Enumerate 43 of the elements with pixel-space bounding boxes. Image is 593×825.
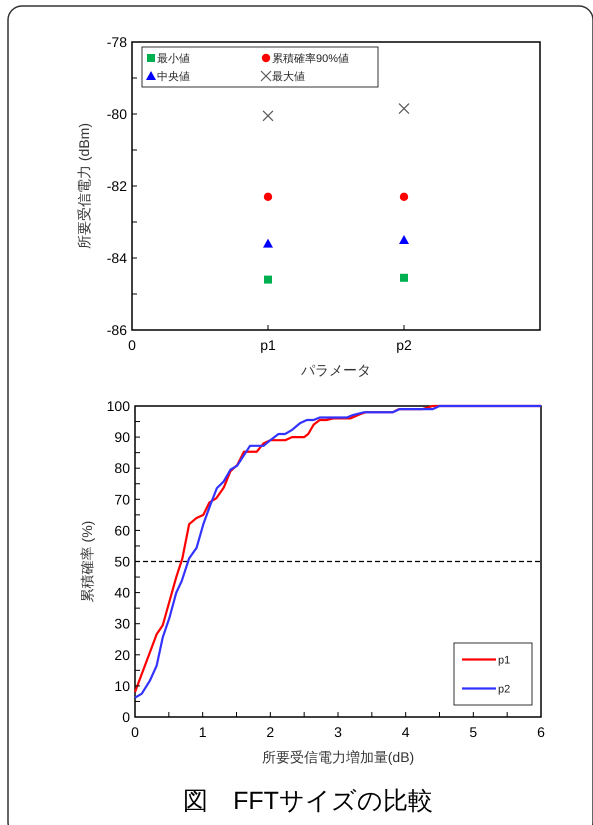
point bbox=[399, 235, 409, 244]
legend-label: p2 bbox=[498, 684, 510, 696]
y-tick-label: 10 bbox=[114, 678, 130, 694]
y-tick-label: 50 bbox=[114, 554, 130, 570]
point bbox=[398, 103, 410, 114]
x-tick-label: 2 bbox=[266, 724, 274, 740]
x-tick-label: 4 bbox=[402, 724, 410, 740]
y-tick-label: -80 bbox=[106, 106, 128, 122]
x-tick-label: 3 bbox=[334, 724, 342, 740]
y-axis-title: 所要受信電力 (dBm) bbox=[76, 123, 92, 249]
point bbox=[400, 192, 408, 201]
point bbox=[400, 274, 408, 282]
x-axis-title: パラメータ bbox=[300, 362, 371, 378]
y-tick-label: 90 bbox=[114, 429, 130, 446]
y-tick-label: 100 bbox=[106, 398, 130, 414]
y-tick-label: 40 bbox=[114, 584, 130, 601]
x-tick-label: p1 bbox=[260, 337, 276, 353]
x-tick-label: 6 bbox=[537, 724, 546, 740]
y-tick-label: 60 bbox=[114, 522, 130, 538]
x-axis-title: 所要受信電力増加量(dB) bbox=[262, 749, 414, 765]
legend-label: 最小値 bbox=[157, 52, 190, 65]
legend-label: 最大値 bbox=[272, 70, 305, 83]
y-tick-label: -78 bbox=[106, 34, 128, 50]
text: 図 FFTサイズの比較 bbox=[183, 787, 433, 815]
point bbox=[262, 110, 274, 122]
point bbox=[264, 276, 272, 284]
y-tick-label: -86 bbox=[106, 322, 128, 338]
x-tick-label: 1 bbox=[198, 724, 207, 740]
y-tick-label: 30 bbox=[114, 616, 130, 632]
y-tick-label: 20 bbox=[114, 646, 130, 663]
y-tick-label: 80 bbox=[114, 460, 130, 476]
y-tick-label: -82 bbox=[106, 178, 128, 194]
legend-label: 累積確率90%値 bbox=[272, 52, 350, 65]
point bbox=[264, 192, 272, 201]
legend-label: 中央値 bbox=[157, 70, 190, 83]
legend-label: p1 bbox=[498, 654, 510, 666]
y-axis-title: 累積確率 (%) bbox=[79, 520, 95, 602]
point bbox=[263, 238, 273, 248]
y-tick-label: -84 bbox=[106, 250, 128, 266]
x-tick-label: 5 bbox=[469, 724, 478, 740]
y-tick-label: 70 bbox=[114, 491, 130, 508]
y-tick-label: 0 bbox=[122, 709, 130, 725]
x-tick-label: p2 bbox=[396, 337, 412, 353]
